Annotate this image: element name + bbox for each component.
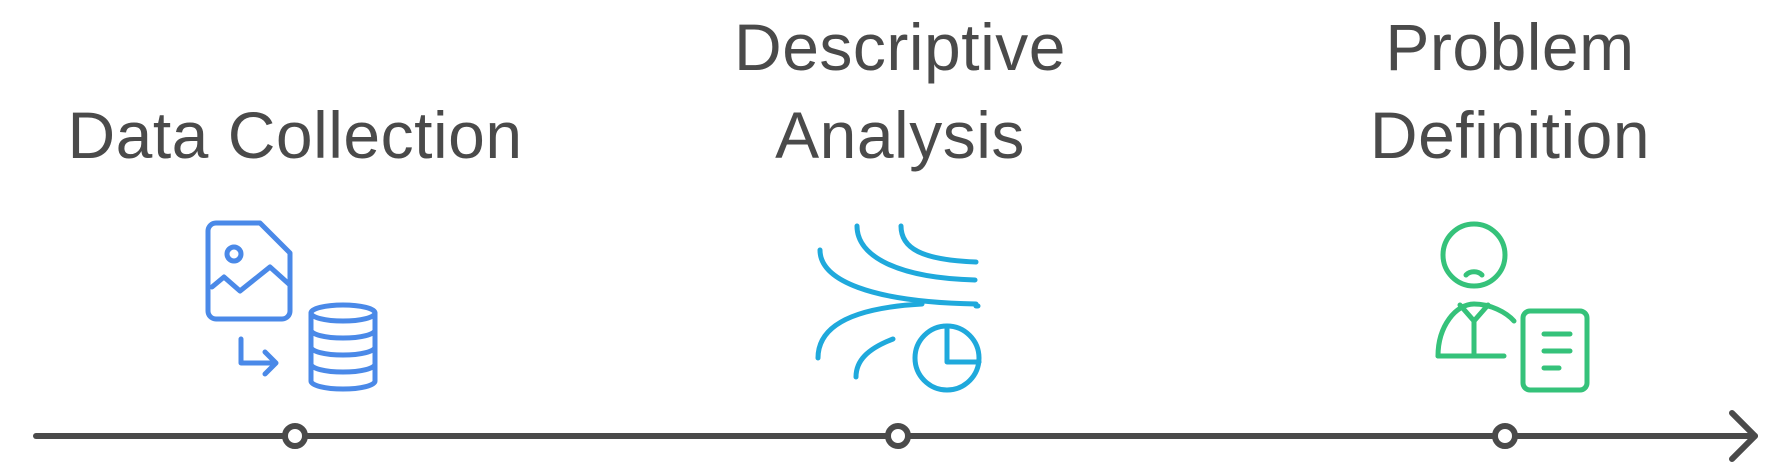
timeline-arrowhead (1729, 410, 1758, 462)
step-label-line: Descriptive (734, 10, 1066, 84)
file-image-to-database-icon (205, 220, 378, 392)
step-label-data-collection: Data Collection (40, 91, 550, 179)
step-label-line: Analysis (775, 98, 1025, 172)
step-label-line: Data Collection (67, 98, 523, 172)
person-document-icon (1435, 221, 1590, 393)
timeline (33, 410, 1758, 462)
timeline-marker (1492, 423, 1518, 449)
timeline-marker (885, 423, 911, 449)
step-label-line: Problem (1385, 10, 1635, 84)
step-label-problem-definition: Problem Definition (1290, 3, 1730, 179)
step-label-descriptive-analysis: Descriptive Analysis (680, 3, 1120, 179)
wind-pie-chart-icon (815, 223, 982, 393)
timeline-marker (282, 423, 308, 449)
step-label-line: Definition (1369, 98, 1651, 172)
